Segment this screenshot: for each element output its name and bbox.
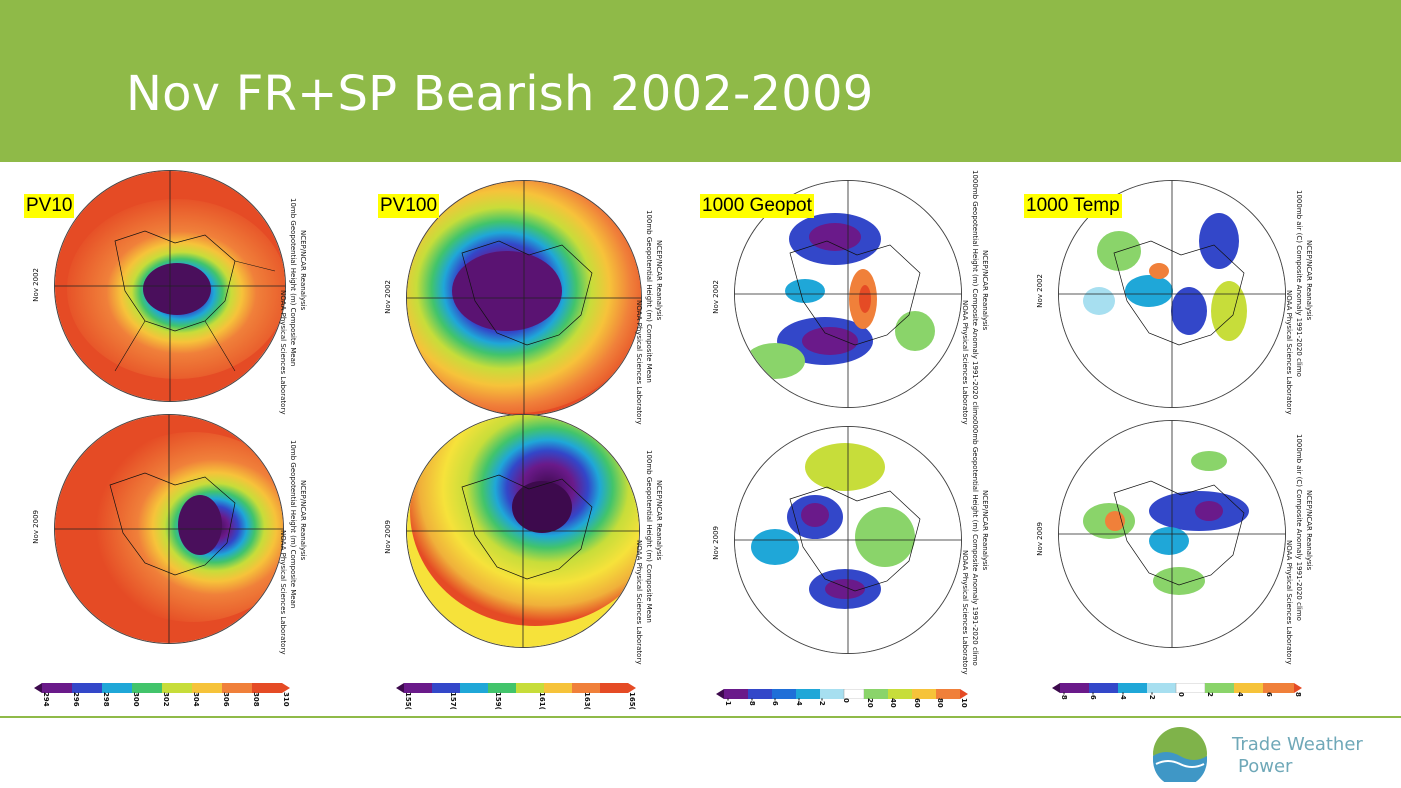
colorbar xyxy=(34,680,290,693)
colorbar-tick-label: 165( xyxy=(628,692,636,710)
map-lab: NOAA Physical Sciences Laboratory xyxy=(961,550,969,675)
map-date: Nov 2009 xyxy=(1036,522,1044,556)
colorbar-tick-label: 157( xyxy=(448,692,457,710)
map-caption: 1000mb air (C) Composite Anomaly 1991-20… xyxy=(1295,434,1303,621)
colorbar-tick-label: 8 xyxy=(1294,692,1302,697)
map-source: NCEP/NCAR Reanalysis xyxy=(981,490,989,571)
colorbar xyxy=(1052,680,1302,694)
colorbar-tick-label: 10 xyxy=(960,698,968,708)
map-date: Nov 2002 xyxy=(1036,274,1044,308)
colorbar-tick-label: 155( xyxy=(404,692,412,710)
colorbar-tick-label: 40 xyxy=(889,698,898,708)
colorbar xyxy=(716,686,968,700)
wave-logo-icon xyxy=(1152,726,1208,787)
panel-label: PV10 xyxy=(24,194,75,218)
colorbar-tick-label: 0 xyxy=(1177,692,1185,697)
colorbar-tick-label: 159( xyxy=(493,692,502,710)
title-banner: Nov FR+SP Bearish 2002-2009 xyxy=(0,0,1401,162)
panel-label: 1000 Geopot xyxy=(700,194,814,218)
panel-pv100: PV100 100mb Geopotential Height (m) Comp… xyxy=(376,170,706,710)
panel-label: 1000 Temp xyxy=(1024,194,1122,218)
map-lab: NOAA Physical Sciences Laboratory xyxy=(635,540,643,665)
map-date: Nov 2009 xyxy=(32,510,40,544)
map-source: NCEP/NCAR Reanalysis xyxy=(299,230,307,311)
map-bottom xyxy=(734,426,962,654)
brand-name-line1: Trade Weather xyxy=(1232,734,1363,755)
colorbar-tick-label: 2 xyxy=(1206,692,1215,697)
colorbar-tick-label: 161( xyxy=(538,692,547,710)
panel-label: PV100 xyxy=(378,194,440,218)
map-date: Nov 2002 xyxy=(384,280,392,314)
colorbar-tick-label: 296 xyxy=(72,692,80,707)
map-bottom xyxy=(54,414,284,644)
colorbar-tick-label: 0 xyxy=(842,698,850,703)
map-lab: NOAA Physical Sciences Laboratory xyxy=(279,290,287,415)
brand-name-line2: Power xyxy=(1238,756,1293,777)
colorbar-tick-label: -6 xyxy=(771,698,780,706)
colorbar-tick-label: 4 xyxy=(1235,692,1244,697)
colorbar-tick-label: 310 xyxy=(282,692,290,707)
map-date: Nov 2002 xyxy=(712,280,720,314)
map-lab: NOAA Physical Sciences Laboratory xyxy=(961,300,969,425)
map-bottom xyxy=(406,414,640,648)
map-top xyxy=(54,170,286,402)
footer-divider xyxy=(0,716,1401,718)
colorbar-tick-label: 294 xyxy=(42,692,50,707)
map-caption: 10mb Geopotential Height (m) Composite M… xyxy=(289,440,297,609)
colorbar-tick-label: -2 xyxy=(818,698,827,706)
colorbar-tick-label: -1 xyxy=(724,698,732,706)
panel-pv10: PV10 10mb Geopotential Height (m) Compos… xyxy=(22,170,352,710)
page-title: Nov FR+SP Bearish 2002-2009 xyxy=(126,66,874,122)
map-lab: NOAA Physical Sciences Laboratory xyxy=(635,300,643,425)
map-caption: 000mb Geopotential Height (m) Composite … xyxy=(971,420,979,666)
map-caption: 10mb Geopotential Height (m) Composite M… xyxy=(289,198,297,367)
map-source: NCEP/NCAR Reanalysis xyxy=(655,240,663,321)
map-bottom xyxy=(1058,420,1286,648)
map-top xyxy=(1058,180,1286,408)
colorbar-tick-label: -8 xyxy=(1060,692,1068,700)
colorbar-tick-label: 306 xyxy=(222,692,230,707)
colorbar-tick-label: 60 xyxy=(912,698,921,708)
map-lab: NOAA Physical Sciences Laboratory xyxy=(279,530,287,655)
colorbar-tick-label: -4 xyxy=(1118,692,1127,700)
colorbar-tick-label: -4 xyxy=(794,698,803,706)
colorbar-tick-label: 298 xyxy=(102,692,110,707)
colorbar-tick-label: 300 xyxy=(132,692,140,707)
colorbar-tick-label: 6 xyxy=(1264,692,1273,697)
colorbar-tick-label: -6 xyxy=(1089,692,1098,700)
colorbar-tick-label: -2 xyxy=(1147,692,1156,700)
map-caption: 1000mb air (C) Composite Anomaly 1991-20… xyxy=(1295,190,1303,377)
map-lab: NOAA Physical Sciences Laboratory xyxy=(1285,540,1293,665)
colorbar-tick-label: 308 xyxy=(252,692,260,707)
map-caption: 1000mb Geopotential Height (m) Composite… xyxy=(971,170,979,421)
map-source: NCEP/NCAR Reanalysis xyxy=(299,480,307,561)
map-source: NCEP/NCAR Reanalysis xyxy=(1305,490,1313,571)
panel-1000-temp: 1000 Temp 1000mb air (C) Composite Anoma… xyxy=(1022,170,1352,710)
map-date: Nov 2002 xyxy=(32,268,40,302)
colorbar-tick-label: -8 xyxy=(747,698,756,706)
map-source: NCEP/NCAR Reanalysis xyxy=(1305,240,1313,321)
colorbar-tick-label: 302 xyxy=(162,692,170,707)
map-caption: 100mb Geopotential Height (m) Composite … xyxy=(645,210,653,383)
colorbar xyxy=(396,680,636,693)
colorbar-tick-label: 80 xyxy=(936,698,945,708)
map-lab: NOAA Physical Sciences Laboratory xyxy=(1285,290,1293,415)
colorbar-tick-label: 20 xyxy=(865,698,874,708)
panel-1000-geopot: 1000 Geopot 1000mb Geopotential Height (… xyxy=(698,170,1028,710)
map-date: Nov 2009 xyxy=(712,526,720,560)
map-top xyxy=(406,180,642,416)
map-date: Nov 2009 xyxy=(384,520,392,554)
colorbar-tick-label: 304 xyxy=(192,692,200,707)
map-top xyxy=(734,180,962,408)
map-source: NCEP/NCAR Reanalysis xyxy=(981,250,989,331)
colorbar-tick-label: 163( xyxy=(583,692,592,710)
map-caption: 100mb Geopotential Height (m) Composite … xyxy=(645,450,653,623)
map-source: NCEP/NCAR Reanalysis xyxy=(655,480,663,561)
